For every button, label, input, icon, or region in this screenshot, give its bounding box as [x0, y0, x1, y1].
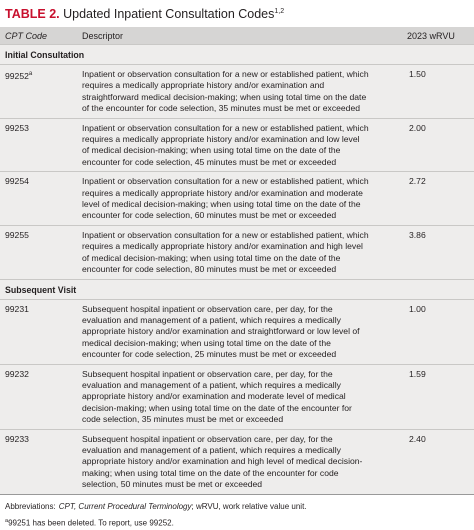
table-row: 99253 Inpatient or observation consultati… — [0, 117, 474, 172]
table-row: 99252a Inpatient or observation consultat… — [0, 64, 474, 118]
note-text: 99251 has been deleted. To report, use 9… — [8, 518, 174, 528]
section-heading: Initial Consultation — [0, 44, 474, 64]
code-cell: 99233 — [0, 434, 82, 491]
header-cell: CPT Code — [5, 30, 48, 41]
descriptor: Subsequent hospital inpatient or observa… — [82, 303, 360, 360]
wrvu: 2.40 — [409, 433, 426, 444]
header-cell: Descriptor — [82, 30, 124, 41]
cpt-code: 99254 — [5, 176, 29, 187]
wrvu: 1.50 — [409, 69, 426, 79]
wrvu: 1.00 — [409, 303, 426, 314]
cpt-code: 99252 — [5, 70, 29, 81]
header-row: CPT Code Descriptor 2023 wRVU — [0, 27, 474, 44]
title-label: TABLE 2. — [5, 7, 60, 21]
table-body: Initial Consultation 99252a Inpatient or o… — [0, 44, 474, 494]
code-cell: 99252a — [0, 69, 82, 115]
code-cell: 99231 — [0, 304, 82, 361]
descriptor: Inpatient or observation consultation fo… — [82, 122, 369, 167]
code-cell: 99254 — [0, 176, 82, 222]
section-heading: Subsequent Visit — [0, 278, 474, 299]
table-row: 99232 Subsequent hospital inpatient or ob… — [0, 363, 474, 429]
cpt-code: 99233 — [5, 433, 29, 444]
table-row: 99255 Inpatient or observation consultati… — [0, 224, 474, 279]
descriptor: Inpatient or observation consultation fo… — [82, 229, 369, 275]
table: CPT Code Descriptor 2023 wRVU Initial Co… — [0, 27, 474, 494]
wrvu: 1.59 — [409, 368, 426, 379]
header-cell: 2023 wRVU — [407, 30, 455, 41]
descriptor: Inpatient or observation consultation fo… — [82, 69, 369, 114]
abbreviations: Abbreviations: CPT, Current Procedural Te… — [5, 500, 469, 514]
abbrev-italic: CPT, Current Procedural Terminology — [58, 501, 192, 511]
cpt-code: 99232 — [5, 368, 29, 379]
cpt-code: 99255 — [5, 229, 29, 240]
title-refs: 1,2 — [274, 7, 285, 15]
cpt-code: 99231 — [5, 303, 29, 314]
title-text: Updated Inpatient Consultation Codes — [63, 7, 275, 21]
descriptor: Subsequent hospital inpatient or observa… — [82, 368, 352, 425]
wrvu: 2.72 — [409, 176, 426, 187]
code-cell: 99255 — [0, 230, 82, 276]
code-cell: 99253 — [0, 123, 82, 169]
table-row: 99233 Subsequent hospital inpatient or ob… — [0, 428, 474, 494]
wrvu: 3.86 — [409, 229, 426, 240]
table-row: 99254 Inpatient or observation consultati… — [0, 171, 474, 225]
table-row: 99231 Subsequent hospital inpatient or ob… — [0, 298, 474, 364]
abbrev-rest: ; wRVU, work relative value unit. — [191, 501, 307, 511]
footnote-marker: a — [28, 71, 33, 77]
descriptor: Subsequent hospital inpatient or observa… — [82, 433, 363, 490]
wrvu: 2.00 — [409, 122, 426, 133]
abbrev-label: Abbreviations: — [5, 501, 56, 511]
cpt-code: 99253 — [5, 122, 29, 133]
note: a99251 has been deleted. To report, use … — [5, 514, 469, 530]
code-cell: 99232 — [0, 369, 82, 426]
footnotes: Abbreviations: CPT, Current Procedural Te… — [0, 493, 474, 530]
descriptor: Inpatient or observation consultation fo… — [82, 176, 369, 221]
table-title: TABLE 2. Updated Inpatient Consultation … — [0, 0, 474, 27]
